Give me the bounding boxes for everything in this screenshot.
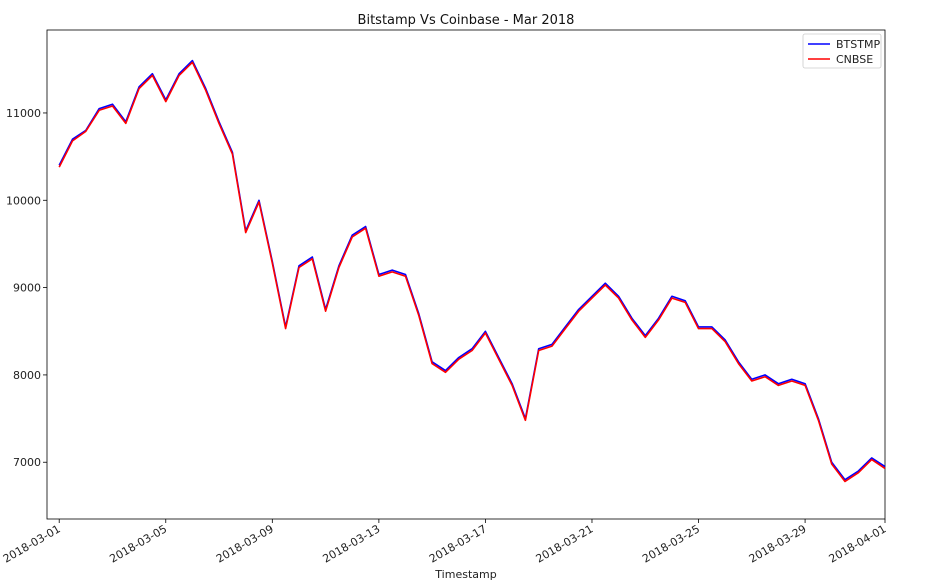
series-line-cnbse — [58, 61, 886, 483]
x-tick-label: 2018-03-01 — [1, 522, 63, 565]
x-tick-label: 2018-03-25 — [640, 522, 702, 565]
x-tick-label: 2018-03-13 — [320, 522, 382, 565]
y-axis-ticks: 7000 8000 9000 10000 11000 — [6, 107, 47, 469]
x-tick-label: 2018-03-09 — [214, 522, 276, 565]
series-layer — [58, 59, 886, 483]
axes-frame — [46, 29, 886, 520]
y-tick-label: 9000 — [13, 282, 41, 295]
x-tick-label: 2018-03-29 — [747, 522, 809, 565]
y-tick-label: 10000 — [6, 194, 41, 207]
x-tick-label: 2018-03-21 — [534, 522, 596, 565]
x-tick-label: 2018-03-17 — [427, 522, 489, 565]
y-tick-label: 8000 — [13, 369, 41, 382]
legend-label-cnbse: CNBSE — [836, 53, 873, 66]
plot-area — [46, 29, 886, 520]
legend-label-btstmp: BTSTMP — [836, 38, 880, 51]
x-tick-label: 2018-04-01 — [827, 522, 889, 565]
x-axis-ticks: 2018-03-01 2018-03-05 2018-03-09 2018-03-13… — [1, 519, 889, 566]
chart-title: Bitstamp Vs Coinbase - Mar 2018 — [358, 13, 575, 28]
y-tick-label: 11000 — [6, 107, 41, 120]
x-axis-label: Timestamp — [434, 568, 496, 581]
legend: BTSTMP CNBSE — [802, 33, 882, 69]
y-tick-label: 7000 — [13, 456, 41, 469]
x-tick-label: 2018-03-05 — [107, 522, 169, 565]
